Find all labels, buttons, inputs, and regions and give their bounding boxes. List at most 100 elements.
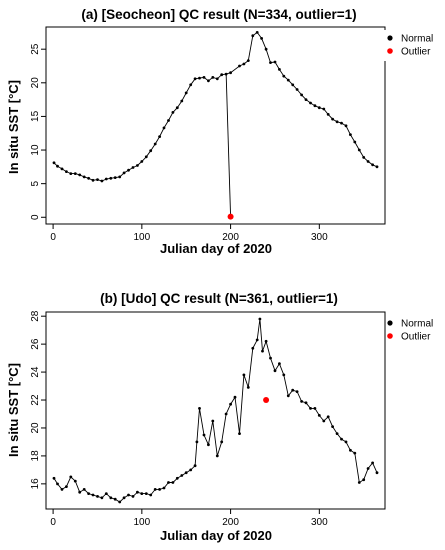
chart-a-data-point (291, 83, 295, 87)
chart-a-xtick-label: 0 (50, 232, 56, 243)
chart-a-data-point (109, 176, 113, 180)
chart-b-series-line (53, 318, 378, 503)
chart-a-ytick-label: 20 (30, 77, 41, 89)
chart-b-data-point (56, 482, 59, 486)
chart-b-data-point (282, 373, 286, 377)
chart-b-legend: Normal Outlier (387, 319, 433, 343)
chart-b-data-point (300, 400, 303, 403)
chart-b-data-point (198, 407, 201, 410)
chart-b-ylabel: In situ SST [°C] (6, 363, 21, 457)
chart-a-data-point (357, 148, 361, 152)
chart-a-data-point (175, 106, 179, 110)
chart-a-ytick-label: 25 (30, 43, 41, 55)
chart-b-data-point (322, 419, 326, 423)
chart-b-data-point (73, 479, 77, 483)
chart-a-ytick-label: 0 (30, 214, 41, 220)
chart-a-data-point (269, 61, 272, 64)
chart-b-data-point (229, 402, 233, 406)
chart-b-data-point (144, 492, 148, 495)
chart-b-data-point (195, 440, 199, 444)
chart-b-xtick-label: 100 (133, 517, 150, 528)
chart-b-data-point (207, 443, 210, 447)
chart-a-data-point (371, 163, 374, 167)
chart-b-data-point (167, 481, 170, 484)
chart-a-ytick-label: 10 (30, 144, 41, 156)
chart-a-plot-frame (45, 26, 386, 225)
chart-a-data-point (149, 149, 153, 153)
chart-a-data-point (242, 62, 246, 66)
chart-b-data-point (340, 437, 343, 441)
chart-a-data-point (344, 124, 348, 128)
chart-b-data-point (349, 448, 352, 452)
chart-b-xtick-label: 300 (311, 517, 328, 528)
chart-a-data-point (295, 88, 299, 91)
chart-a-data-point (207, 79, 210, 83)
chart-a-data-point (326, 113, 330, 116)
chart-b-data-point (87, 492, 90, 495)
chart-b-data-point (91, 493, 95, 497)
chart-a-data-point (313, 104, 317, 108)
chart-a-data-point (335, 120, 339, 124)
chart-b-data-point (122, 496, 126, 500)
chart-a-data-point (104, 177, 108, 181)
chart-b-data-point (136, 490, 139, 494)
chart-b-data-point (335, 432, 339, 435)
chart-a-data-point (118, 175, 122, 179)
chart-b-data-point (273, 369, 277, 373)
chart-a-data-point (366, 160, 370, 163)
chart-a-data-point (91, 178, 95, 182)
chart-b-ytick-label: 28 (30, 310, 41, 322)
chart-b-data-point (149, 493, 153, 497)
chart-b-series (52, 317, 379, 504)
chart-b-data-point (224, 412, 228, 416)
chart-b-data-point (215, 454, 219, 458)
chart-b: (b) [Udo] QC result (N=361, outlier=1) 0… (6, 291, 433, 543)
chart-a-ytick-label: 15 (30, 110, 41, 122)
chart-a-data-point (282, 74, 286, 78)
chart-b-data-point (233, 395, 237, 399)
chart-b-data-point (82, 488, 86, 491)
chart-b-data-point (246, 386, 250, 389)
chart-b-data-point (158, 488, 162, 491)
chart-a-data-point (353, 140, 357, 144)
chart-a-data-point (100, 179, 104, 183)
chart-a-data-point (122, 171, 126, 175)
chart-b-ytick-label: 16 (30, 478, 41, 490)
chart-b-xlabel: Julian day of 2020 (160, 528, 272, 543)
chart-b-data-point (238, 432, 241, 435)
chart-a-xlabel: Julian day of 2020 (160, 241, 272, 256)
chart-b-data-point (175, 476, 179, 480)
chart-b-data-point (344, 440, 348, 444)
chart-b-data-point (375, 471, 379, 475)
chart-a-data-point (211, 76, 215, 79)
chart-b-data-point (65, 485, 68, 488)
chart-a-data-point (264, 47, 268, 51)
chart-a-ticks: 0 100 200 300 0 5 10 15 20 25 (30, 43, 328, 243)
chart-a-data-point (193, 77, 197, 81)
chart-b-data-point (189, 468, 193, 472)
chart-a-data-point (73, 172, 77, 176)
chart-b-ytick-label: 24 (30, 366, 41, 378)
chart-b-data-point (60, 488, 64, 491)
chart-b-ytick-label: 22 (30, 394, 41, 406)
chart-a-data-point (255, 31, 259, 34)
chart-a-data-point (65, 170, 68, 174)
chart-b-data-point (317, 414, 321, 417)
chart-a-data-point (131, 166, 135, 169)
chart-b-data-point (140, 492, 144, 495)
chart-b-data-point (171, 481, 175, 484)
chart-b-data-point (295, 390, 299, 393)
chart-a-data-point (238, 64, 241, 68)
chart-b-data-point (291, 388, 295, 392)
chart-b-data-point (255, 338, 259, 342)
chart-a-data-point (162, 126, 166, 130)
chart-b-data-point (127, 493, 130, 497)
chart-a-data-point (82, 175, 86, 179)
chart-b-data-point (109, 496, 113, 500)
chart-a-outlier-point (227, 213, 234, 220)
chart-b-data-point (113, 497, 117, 501)
chart-b-data-point (326, 415, 330, 419)
chart-a-data-point (286, 78, 290, 82)
chart-b-data-point (357, 481, 361, 484)
chart-b-data-point (269, 356, 272, 360)
